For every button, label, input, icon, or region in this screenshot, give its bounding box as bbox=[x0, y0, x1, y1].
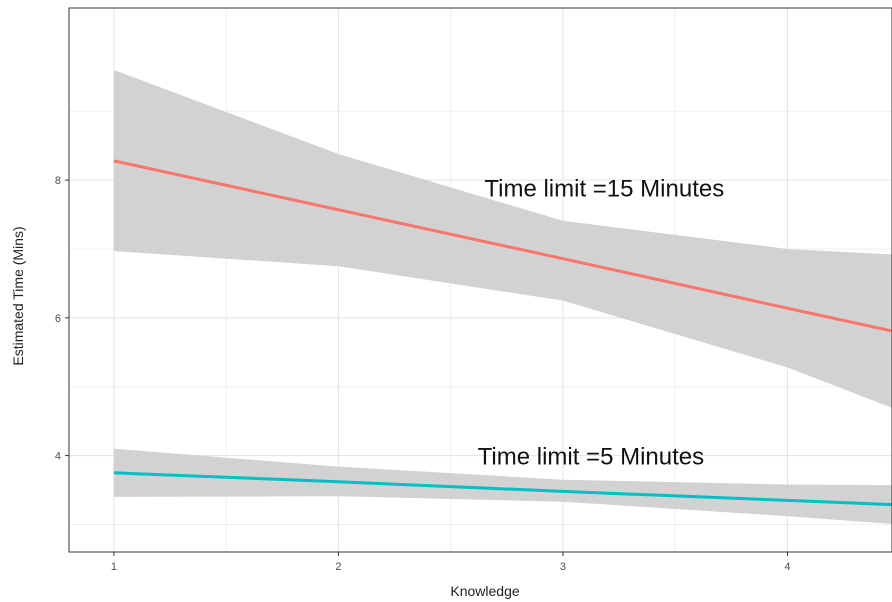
series-line bbox=[113, 159, 892, 333]
annotations: Time limit =15 Minutes Time limit =5 Minu… bbox=[478, 176, 725, 471]
y-axis-title: Estimated Time (Mins) bbox=[10, 226, 26, 365]
confidence-bands bbox=[113, 69, 892, 524]
x-tick-label: 3 bbox=[560, 561, 566, 573]
x-tick-label: 4 bbox=[784, 561, 790, 573]
series-lines bbox=[113, 159, 892, 507]
annotation-label: Time limit =15 Minutes bbox=[484, 176, 724, 203]
y-tick-label: 6 bbox=[55, 313, 61, 325]
x-tick-label: 1 bbox=[111, 561, 117, 573]
y-tick-label: 8 bbox=[55, 175, 61, 187]
series-line bbox=[113, 471, 892, 507]
confidence-band bbox=[113, 69, 892, 408]
plot-border bbox=[68, 7, 892, 553]
y-tick-label: 4 bbox=[55, 451, 61, 463]
annotation-label: Time limit =5 Minutes bbox=[478, 444, 704, 471]
axis-ticks: 12345468 bbox=[55, 175, 791, 573]
x-axis-title: Knowledge bbox=[450, 583, 519, 599]
x-tick-label: 2 bbox=[335, 561, 341, 573]
confidence-band bbox=[113, 448, 892, 524]
